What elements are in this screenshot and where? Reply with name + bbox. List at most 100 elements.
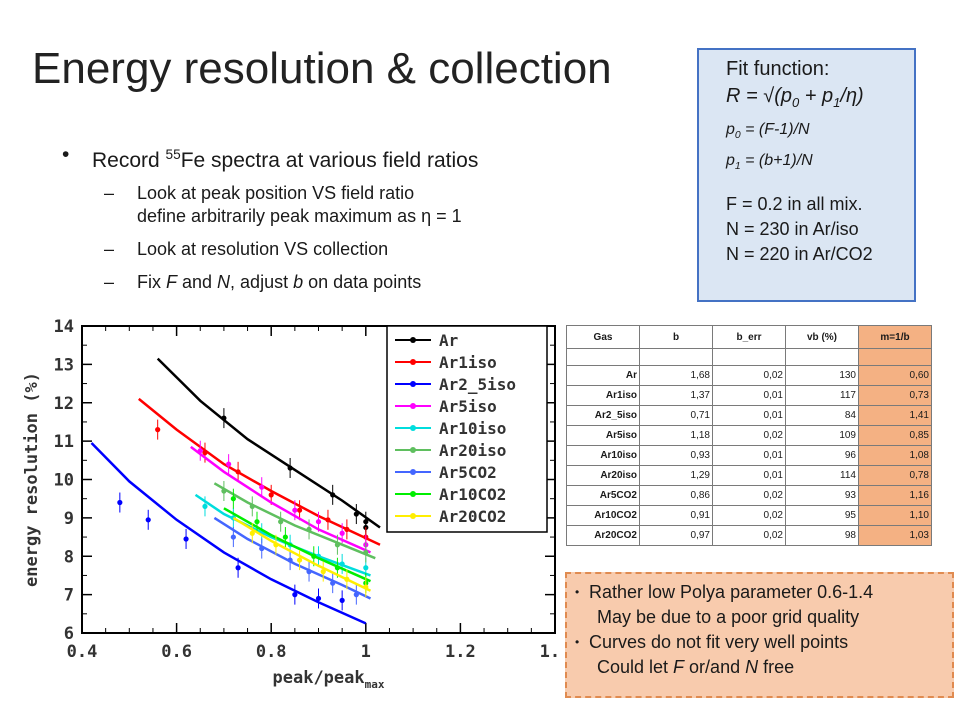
y-tick-label: 8 (64, 547, 74, 567)
table-cell: 0,01 (712, 385, 786, 406)
fit-curve (213, 516, 372, 600)
table-cell: 0,02 (712, 505, 786, 526)
legend-marker (410, 513, 416, 519)
legend-label: Ar10iso (439, 419, 506, 438)
data-point (292, 592, 298, 598)
table-cell: 0,91 (639, 505, 713, 526)
data-point (330, 580, 336, 586)
table-cell: 0,71 (639, 405, 713, 426)
legend-label: Ar (439, 331, 458, 350)
legend-marker (410, 359, 416, 365)
table-cell (566, 348, 640, 366)
data-point (235, 565, 241, 571)
dash: – (104, 272, 115, 292)
p1-b: = (b+1)/N (740, 152, 813, 170)
legend-marker (410, 381, 416, 387)
x-axis-label: peak/peakmax (273, 668, 385, 691)
p0-b: = (F-1)/N (740, 121, 810, 138)
sub-bullet-fix-a: Fix (137, 272, 166, 292)
y-tick-label: 9 (64, 509, 74, 529)
series-ar20co2 (232, 516, 372, 597)
legend-label: Ar1iso (439, 353, 497, 372)
remark-polya-detail: May be due to a poor grid quality (597, 607, 860, 627)
sub-bullet-fix-F: F (166, 272, 177, 292)
fit-curve (223, 507, 372, 583)
fit-heading: Fit function: (726, 58, 830, 80)
table-cell: 114 (785, 465, 859, 486)
table-cell (785, 348, 859, 366)
data-point (339, 530, 345, 536)
remark-polya-text: Rather low Polya parameter 0.6-1.4 (589, 582, 874, 602)
data-point (282, 534, 288, 540)
y-axis-label: energy resolution (%) (22, 372, 42, 587)
data-point (202, 450, 208, 456)
table-header-cell: b_err (712, 325, 786, 349)
series-ar5co2 (213, 516, 372, 605)
table-row: Ar20CO2 0,97 0,02 98 1,03 (566, 525, 932, 546)
bullet-main: • Record 55Fe spectra at various field r… (62, 140, 662, 176)
sub-bullet-resolution-text: Look at resolution VS collection (137, 239, 389, 259)
table-cell (858, 348, 932, 366)
data-point (221, 488, 227, 494)
table-cell: 84 (785, 405, 859, 426)
sub-bullet-resolution: – Look at resolution VS collection (62, 238, 662, 261)
table-cell: 0,02 (712, 525, 786, 546)
table-cell: 95 (785, 505, 859, 526)
table-cell: 0,01 (712, 465, 786, 486)
table-cell (639, 348, 713, 366)
data-point (315, 595, 322, 602)
fit-curve (213, 482, 376, 560)
legend-label: Ar5iso (439, 397, 497, 416)
f-value: F = 0.2 in all mix. (726, 194, 863, 215)
table-row: Ar 1,68 0,02 130 0,60 (566, 365, 932, 386)
formula-s1: 1 (833, 95, 841, 110)
formula-c: /η) (840, 85, 864, 107)
gas-name-cell: Ar10iso (566, 445, 640, 466)
table-row: Ar2_5iso 0,71 0,01 84 1,41 (566, 405, 932, 426)
p0-a: p (726, 121, 735, 138)
data-point (249, 530, 255, 536)
table-cell: 0,73 (858, 385, 932, 406)
gas-name-cell: Ar10CO2 (566, 505, 640, 526)
table-header-row: Gas b b_err vb (%) m=1/b (566, 325, 932, 349)
data-point (197, 448, 203, 454)
table-cell: 0,85 (858, 425, 932, 446)
table-cell: 0,01 (712, 445, 786, 466)
sub-bullet-fix-c: , adjust (230, 272, 294, 292)
y-tick-label: 12 (54, 394, 74, 414)
data-point (259, 545, 265, 552)
data-point (353, 592, 359, 598)
bullet-main-prefix: Record (92, 149, 166, 172)
data-point (117, 499, 123, 506)
data-point (353, 511, 359, 517)
p0-definition: p0 = (F-1)/N (726, 117, 904, 148)
table-cell: 0,02 (712, 485, 786, 506)
table-cell: 98 (785, 525, 859, 546)
fit-formula: R = √(p0 + p1/η) (726, 82, 904, 117)
table-cell: 1,29 (639, 465, 713, 486)
gas-name-cell: Ar20CO2 (566, 525, 640, 546)
remark-curves-text: Curves do not fit very well points (589, 632, 849, 652)
remarks-box: • Rather low Polya parameter 0.6-1.4 May … (565, 572, 954, 698)
table-header-cell: Gas (566, 325, 640, 349)
data-point (226, 461, 232, 467)
remark-curves: • Curves do not fit very well points (575, 630, 952, 655)
data-point (202, 503, 208, 509)
table-row: Ar1iso 1,37 0,01 117 0,73 (566, 385, 932, 406)
data-point (339, 561, 345, 567)
table-cell: 0,60 (858, 365, 932, 386)
slide-title: Energy resolution & collection (32, 44, 612, 93)
legend-label: Ar2_5iso (439, 375, 516, 394)
gas-name-cell: Ar5iso (566, 425, 640, 446)
fit-function-box: Fit function: R = √(p0 + p1/η) p0 = (F-1… (697, 48, 916, 302)
bullet-dot: • (575, 635, 580, 649)
data-point (306, 569, 312, 575)
table-cell: 0,86 (639, 485, 713, 506)
table-cell: 93 (785, 485, 859, 506)
series-ar10co2 (223, 488, 372, 594)
data-point (278, 519, 284, 525)
formula-s0: 0 (792, 95, 800, 110)
data-point (155, 427, 161, 433)
sub-bullet-fix-bvar: b (293, 272, 304, 292)
table-cell: 1,03 (858, 525, 932, 546)
